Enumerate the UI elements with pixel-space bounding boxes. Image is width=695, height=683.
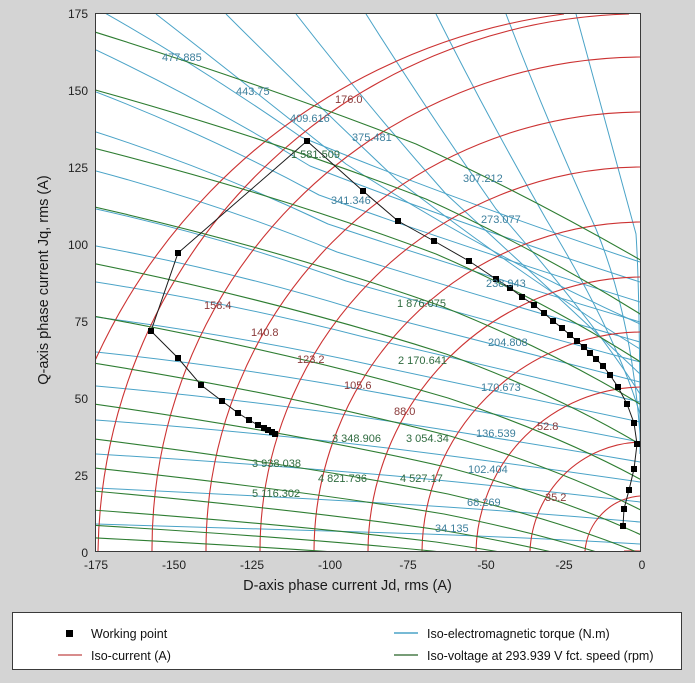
y-tick-150: 150 [67,84,88,98]
working-point-marker-icon [57,627,83,639]
contour-label-voltage-3938: 3 938.038 [252,458,301,470]
legend-item-iso-current: Iso-current (A) [57,649,171,663]
legend-label-iso-voltage: Iso-voltage at 293.939 V fct. speed (rpm… [427,649,654,663]
contour-label-torque-409: 409.616 [290,113,330,125]
contour-label-torque-204: 204.808 [488,337,528,349]
x-tick-neg175: -175 [83,558,109,572]
contour-label-voltage-2170: 2 170.641 [398,355,447,367]
working-point-trajectory [150,140,638,527]
chart-container: 175 150 125 100 75 50 25 0 [36,7,646,594]
contour-label-torque-170: 170.673 [481,382,521,394]
x-tick-neg100: -100 [317,558,343,572]
contour-label-torque-238: 238.943 [486,278,526,290]
contour-label-torque-443: 443.75 [236,86,270,98]
contour-label-voltage-3054: 3 054.34 [406,433,449,445]
legend-label-iso-torque: Iso-electromagnetic torque (N.m) [427,627,610,641]
contour-label-torque-102: 102.404 [468,464,508,476]
contour-label-voltage-1876: 1 876.075 [397,298,446,310]
plot-area: 477.885 443.75 409.616 375.481 341.346 3… [95,13,641,552]
x-tick-neg75: -75 [399,558,417,572]
contour-label-torque-477: 477.885 [162,52,202,64]
contour-label-current-140: 140.8 [251,327,279,339]
contour-label-torque-341: 341.346 [331,195,371,207]
legend: Working point Iso-current (A) Iso-electr… [12,612,682,670]
contour-label-current-52: 52.8 [537,421,559,433]
contour-label-voltage-3348: 3 348.906 [332,433,381,445]
iso-current-contours [96,14,640,551]
contour-label-voltage-1581: 1 581.509 [291,149,340,161]
y-tick-25: 25 [74,469,88,483]
contour-label-torque-136: 136.539 [476,428,516,440]
x-tick-neg50: -50 [477,558,495,572]
x-tick-0: 0 [638,558,646,572]
y-tick-125: 125 [67,161,88,175]
contour-label-voltage-4821: 4 821.736 [318,473,367,485]
iso-voltage-contours [96,31,640,551]
working-point-markers [148,138,640,529]
y-tick-100: 100 [67,238,88,252]
contour-label-current-105: 105.6 [344,380,372,392]
iso-voltage-line-icon [393,649,419,661]
x-axis-title: D-axis phase current Jd, rms (A) [243,578,452,594]
x-tick-neg25: -25 [555,558,573,572]
contour-label-torque-34: 34.135 [435,523,469,535]
contour-label-current-123: 123.2 [297,354,325,366]
contour-label-current-158: 158.4 [204,300,232,312]
legend-item-working-point: Working point [57,627,167,641]
plot-svg [96,14,640,551]
legend-item-iso-torque: Iso-electromagnetic torque (N.m) [393,627,610,641]
contour-label-torque-68: 68.269 [467,497,501,509]
x-tick-neg150: -150 [161,558,187,572]
iso-current-line-icon [57,649,83,661]
contour-label-current-88: 88.0 [394,406,416,418]
contour-label-torque-375: 375.481 [352,132,392,144]
iso-torque-contours [96,14,640,545]
legend-item-iso-voltage: Iso-voltage at 293.939 V fct. speed (rpm… [393,649,654,663]
contour-label-voltage-5116: 5 116.302 [252,488,301,500]
y-tick-75: 75 [74,315,88,329]
contour-label-torque-273: 273.077 [481,214,521,226]
y-tick-50: 50 [74,392,88,406]
y-tick-0: 0 [81,546,88,560]
legend-label-working-point: Working point [91,627,168,641]
contour-label-current-176: 176.0 [335,94,363,106]
y-tick-175: 175 [67,7,88,21]
contour-label-voltage-4527: 4 527.17 [400,473,443,485]
contour-label-current-35: 35.2 [545,492,567,504]
contour-label-torque-307: 307.212 [463,173,503,185]
legend-label-iso-current: Iso-current (A) [91,649,171,663]
iso-torque-line-icon [393,627,419,639]
y-axis-title: Q-axis phase current Jq, rms (A) [36,175,52,385]
x-tick-neg125: -125 [239,558,265,572]
